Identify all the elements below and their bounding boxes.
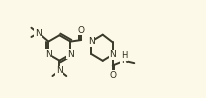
Text: N: N xyxy=(88,37,95,46)
Text: N: N xyxy=(45,50,52,59)
Text: N: N xyxy=(121,56,128,65)
Text: N: N xyxy=(56,66,63,75)
Text: N: N xyxy=(35,29,42,38)
Text: O: O xyxy=(78,26,85,35)
Text: N: N xyxy=(67,50,74,59)
Text: H: H xyxy=(121,51,128,60)
Text: N: N xyxy=(109,50,116,59)
Text: O: O xyxy=(109,71,116,80)
